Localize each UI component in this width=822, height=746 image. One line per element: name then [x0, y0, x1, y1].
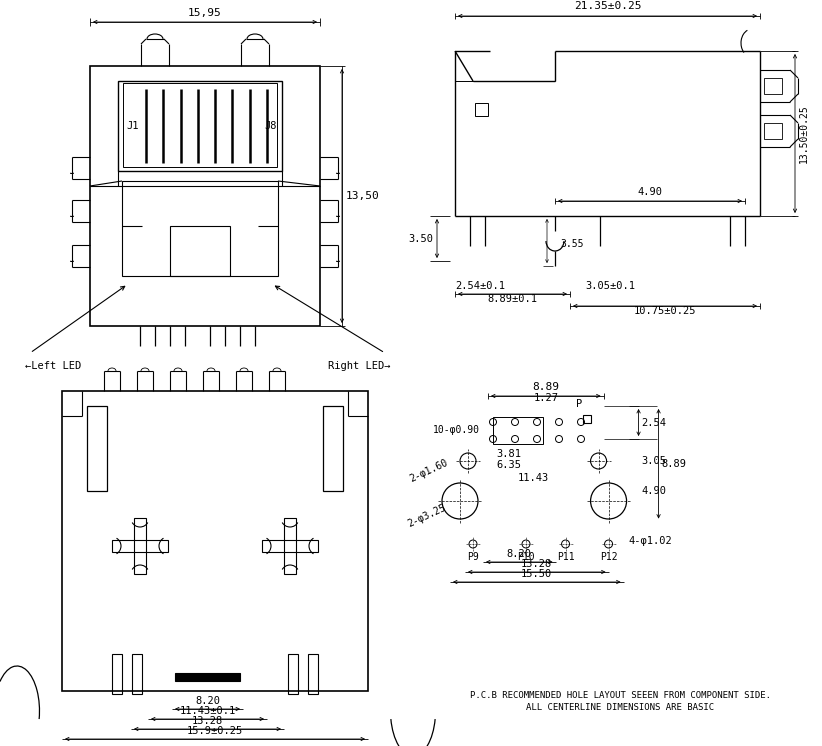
Text: 2-φ3.25: 2-φ3.25: [406, 503, 447, 529]
Text: P9: P9: [467, 552, 479, 562]
Bar: [132, 654, 142, 694]
Bar: [62, 391, 368, 691]
Bar: [170, 226, 230, 276]
Text: 2.54±0.1: 2.54±0.1: [455, 281, 505, 291]
Text: P12: P12: [600, 552, 617, 562]
Bar: [308, 654, 318, 694]
Text: 4-φ1.02: 4-φ1.02: [629, 536, 672, 546]
Bar: [764, 78, 782, 94]
Bar: [284, 518, 296, 574]
Text: P: P: [576, 399, 582, 409]
Bar: [134, 518, 146, 574]
Bar: [493, 417, 543, 444]
Text: P.C.B RECOMMENDED HOLE LAYOUT SEEEN FROM COMPONENT SIDE.: P.C.B RECOMMENDED HOLE LAYOUT SEEEN FROM…: [469, 692, 770, 700]
Text: 8.20: 8.20: [195, 696, 220, 706]
Bar: [764, 123, 782, 139]
Text: 10-φ0.90: 10-φ0.90: [433, 425, 480, 435]
Text: 11.43: 11.43: [518, 473, 549, 483]
Text: J1: J1: [126, 121, 138, 131]
Text: 8.20: 8.20: [507, 549, 532, 559]
Bar: [262, 540, 318, 552]
Text: 2.54: 2.54: [641, 418, 667, 427]
Text: 3.50: 3.50: [408, 233, 433, 243]
Text: 13.28: 13.28: [521, 559, 552, 569]
Bar: [175, 673, 240, 681]
Text: 21.35±0.25: 21.35±0.25: [574, 1, 641, 11]
Text: 15.50: 15.50: [521, 569, 552, 579]
Bar: [323, 406, 343, 491]
Bar: [123, 83, 277, 167]
Text: 8.89: 8.89: [662, 459, 686, 468]
Bar: [475, 103, 488, 116]
Text: 4.90: 4.90: [641, 486, 667, 496]
Text: 6.35: 6.35: [496, 460, 521, 470]
Text: P11: P11: [556, 552, 575, 562]
Text: 1.27: 1.27: [533, 393, 558, 403]
Bar: [112, 654, 122, 694]
Bar: [583, 415, 591, 423]
Text: 8.89: 8.89: [533, 382, 559, 392]
Text: Right LED→: Right LED→: [327, 361, 390, 371]
Text: 15,95: 15,95: [188, 8, 222, 18]
Bar: [112, 540, 168, 552]
Text: 13.28: 13.28: [192, 716, 223, 726]
Text: P10: P10: [517, 552, 535, 562]
Text: 3.55: 3.55: [560, 239, 584, 249]
Text: J8: J8: [265, 121, 277, 131]
Text: 3.05±0.1: 3.05±0.1: [585, 281, 635, 291]
Bar: [288, 654, 298, 694]
Text: 13,50: 13,50: [346, 191, 380, 201]
Text: ←Left LED: ←Left LED: [25, 361, 81, 371]
Text: 10.75±0.25: 10.75±0.25: [634, 306, 696, 316]
Text: ALL CENTERLINE DIMENSIONS ARE BASIC: ALL CENTERLINE DIMENSIONS ARE BASIC: [526, 703, 714, 712]
Text: 4.90: 4.90: [638, 187, 663, 197]
Text: 15.9±0.25: 15.9±0.25: [187, 726, 243, 736]
Bar: [87, 406, 107, 491]
Text: 3.05: 3.05: [641, 456, 667, 466]
Text: 11.43±0.1: 11.43±0.1: [179, 706, 236, 716]
Text: 13.50±0.25: 13.50±0.25: [799, 104, 809, 163]
Text: 8.89±0.1: 8.89±0.1: [487, 294, 538, 304]
Bar: [90, 66, 320, 326]
Bar: [122, 181, 278, 276]
Text: 3.81: 3.81: [496, 449, 521, 459]
Bar: [118, 81, 282, 171]
Text: 2-φ1.60: 2-φ1.60: [408, 458, 450, 484]
